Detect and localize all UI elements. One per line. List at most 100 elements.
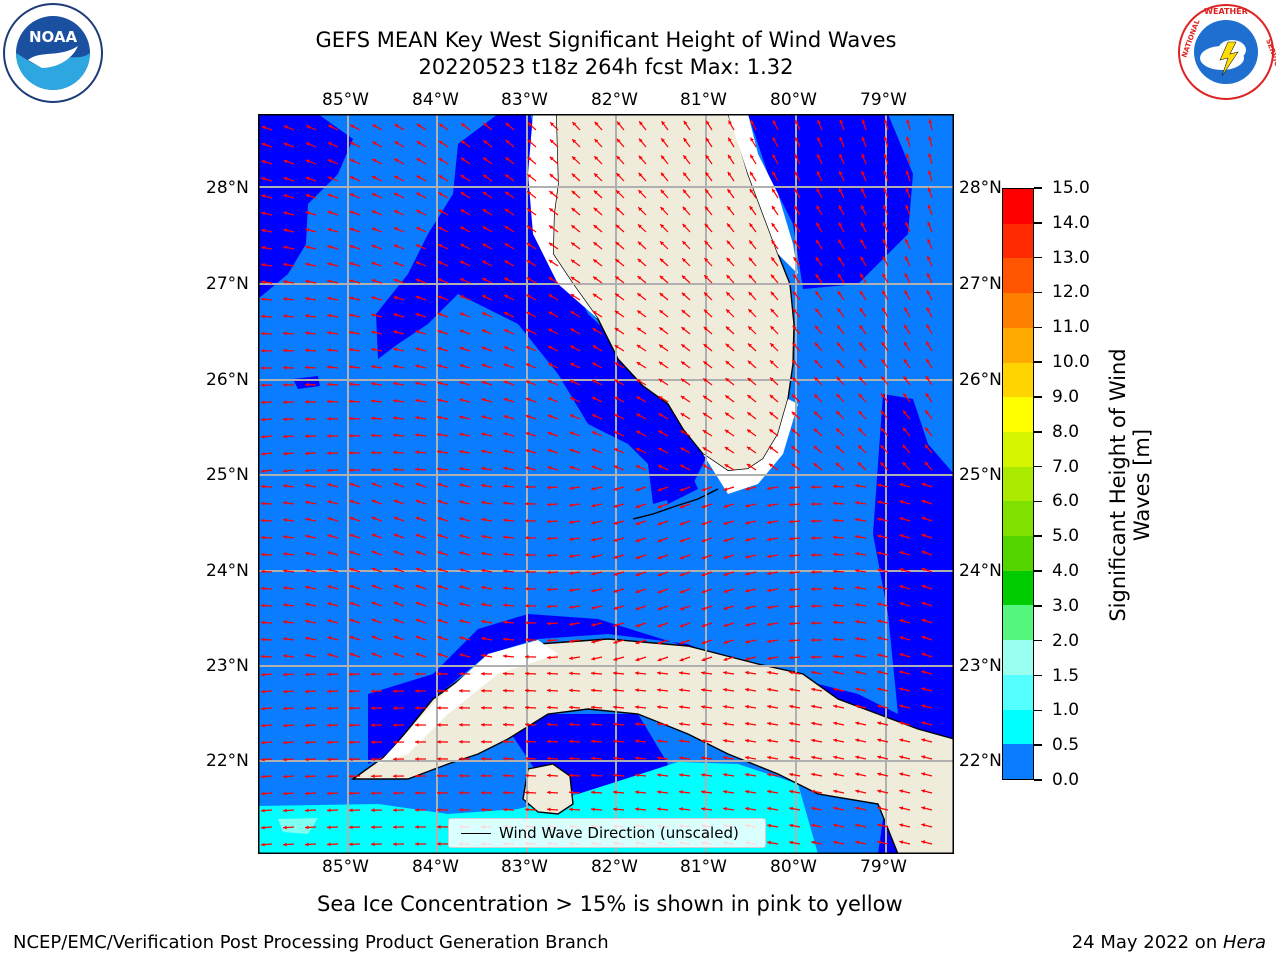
wave-arrow-head <box>877 738 882 743</box>
wave-arrow-head <box>327 568 332 572</box>
colorbar-segment <box>1003 466 1033 502</box>
wave-arrow-head <box>527 122 532 127</box>
wave-arrow-head <box>701 606 706 611</box>
colorbar-tick-label: 6.0 <box>1052 491 1080 512</box>
wave-arrow-head <box>261 142 266 147</box>
wave-arrow-head <box>883 187 887 192</box>
wave-arrow-head <box>728 154 732 159</box>
wave-arrow-head <box>658 413 663 417</box>
wave-arrow-head <box>547 397 552 401</box>
wave-arrow-head <box>349 672 353 677</box>
wave-arrow-head <box>415 652 420 657</box>
wave-arrow-head <box>771 257 775 262</box>
wave-arrow-head <box>393 313 398 317</box>
wave-arrow-head <box>437 740 441 744</box>
wave-arrow-head <box>814 342 819 347</box>
wave-arrow-head <box>855 551 859 556</box>
wave-arrow-head <box>505 140 510 144</box>
wave-arrow-head <box>661 121 666 126</box>
colorbar-tick-mark <box>1034 396 1042 398</box>
wave-arrow-head <box>481 380 486 385</box>
wave-arrow-head <box>525 637 529 642</box>
wave-arrow-head <box>882 290 886 295</box>
wave-arrow-head <box>811 621 815 625</box>
wave-arrow-head <box>283 620 287 624</box>
wave-arrow-head <box>481 585 485 590</box>
wave-arrow-head <box>723 756 727 760</box>
wave-arrow-head <box>682 258 686 263</box>
wave-arrow-head <box>811 485 815 489</box>
wave-arrow-head <box>614 345 619 349</box>
wave-arrow-head <box>767 738 771 743</box>
wave-arrow-head <box>855 517 859 522</box>
wave-arrow-head <box>659 275 664 280</box>
wave-arrow-head <box>261 280 265 284</box>
wave-arrow-head <box>614 362 619 366</box>
wave-arrow-head <box>569 588 573 592</box>
wave-arrow-head <box>283 434 287 439</box>
colorbar-tick-label: 3.0 <box>1052 595 1080 616</box>
wave-arrow-head <box>833 518 837 523</box>
wave-arrow-head <box>679 807 683 811</box>
wave-arrow-head <box>261 400 265 405</box>
wave-arrow-head <box>459 653 464 657</box>
wave-arrow-head <box>881 342 886 346</box>
wave-arrow-head <box>877 840 882 845</box>
wave-arrow-head <box>327 331 331 335</box>
wave-arrow-head <box>327 500 332 504</box>
wave-arrow-head <box>591 448 596 453</box>
legend-line-sample <box>461 832 491 834</box>
wave-arrow-head <box>482 192 487 196</box>
wave-arrow-head <box>839 171 843 175</box>
wave-arrow-head <box>793 291 797 296</box>
wave-arrow-head <box>349 482 354 487</box>
wave-arrow-head <box>855 687 860 692</box>
wave-arrow-head <box>503 807 507 812</box>
wave-arrow-head <box>525 654 529 659</box>
wave-arrow-head <box>503 415 508 419</box>
wave-arrow-head <box>371 482 376 487</box>
wave-arrow-head <box>327 825 331 830</box>
wave-arrow-head <box>393 227 398 231</box>
wave-arrow-head <box>905 170 910 175</box>
wave-arrow-head <box>305 296 309 301</box>
wave-arrow-head <box>772 120 777 125</box>
wave-arrow-head <box>613 623 618 627</box>
svg-text:SERVICE: SERVICE <box>1264 38 1276 72</box>
wave-arrow-head <box>706 120 710 125</box>
wave-arrow-head <box>349 808 353 813</box>
wave-arrow-head <box>283 501 287 505</box>
wave-arrow-head <box>525 705 529 710</box>
wave-arrow-head <box>437 500 442 504</box>
wave-arrow-head <box>811 587 815 591</box>
wave-arrow-head <box>592 397 597 401</box>
wave-arrow-head <box>459 449 463 454</box>
lon-label: 80°W <box>770 90 817 110</box>
wave-arrow-head <box>503 484 507 489</box>
wave-arrow-head <box>658 379 663 383</box>
wave-arrow-head <box>393 347 398 352</box>
wave-arrow-head <box>927 187 932 192</box>
wave-arrow-head <box>371 567 376 572</box>
wave-arrow-head <box>569 688 573 693</box>
wave-arrow-head <box>905 187 910 192</box>
wave-arrow-head <box>481 602 485 607</box>
wave-arrow-head <box>261 535 265 540</box>
wave-arrow-head <box>371 740 375 745</box>
wave-arrow-head <box>547 739 551 744</box>
wave-arrow-head <box>747 377 752 382</box>
wave-arrow-head <box>261 366 265 370</box>
wave-arrow-head <box>903 341 908 346</box>
wave-arrow-head <box>415 244 420 248</box>
wave-arrow-head <box>679 555 684 560</box>
wave-arrow-head <box>393 399 397 403</box>
wave-arrow-head <box>836 359 841 364</box>
wave-arrow-head <box>526 260 531 264</box>
wave-arrow-head <box>547 638 551 643</box>
wave-arrow-head <box>328 142 332 146</box>
wave-arrow-head <box>525 773 529 778</box>
wave-arrow-head <box>855 585 859 590</box>
wave-arrow-head <box>394 124 399 128</box>
wave-arrow-head <box>548 346 553 350</box>
wave-arrow-head <box>349 296 354 301</box>
